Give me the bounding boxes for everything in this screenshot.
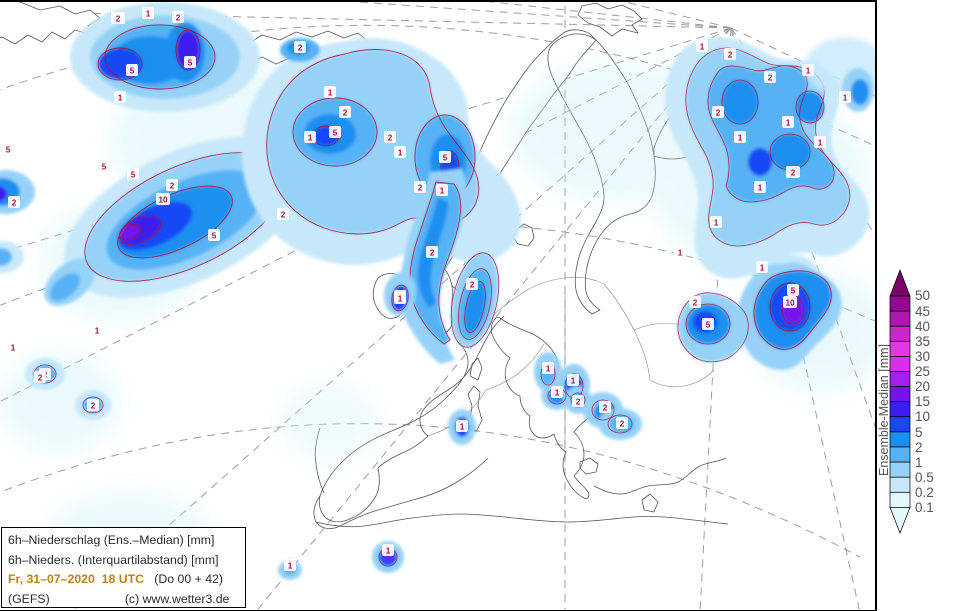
svg-text:1: 1 [760, 264, 765, 273]
svg-text:45: 45 [915, 304, 930, 319]
svg-text:2: 2 [470, 281, 475, 290]
svg-text:10: 10 [915, 409, 930, 424]
svg-text:2: 2 [791, 169, 796, 178]
svg-text:2: 2 [343, 109, 348, 118]
svg-text:1: 1 [555, 389, 560, 398]
svg-text:0.1: 0.1 [915, 500, 934, 515]
svg-text:1: 1 [786, 119, 791, 128]
svg-text:50: 50 [915, 288, 930, 303]
svg-text:2: 2 [728, 51, 733, 60]
svg-text:5: 5 [188, 59, 193, 68]
svg-text:0.2: 0.2 [915, 485, 934, 500]
svg-text:2: 2 [418, 184, 423, 193]
svg-text:1: 1 [546, 365, 551, 374]
svg-text:2: 2 [91, 402, 96, 411]
svg-text:2: 2 [693, 299, 698, 308]
svg-text:10: 10 [158, 196, 168, 205]
svg-text:1: 1 [915, 455, 923, 470]
svg-text:5: 5 [102, 163, 107, 172]
svg-text:5: 5 [130, 67, 135, 76]
svg-text:2: 2 [170, 182, 175, 191]
svg-text:40: 40 [915, 319, 930, 334]
svg-text:1: 1 [758, 184, 763, 193]
svg-text:2: 2 [298, 44, 303, 53]
svg-text:2: 2 [915, 440, 923, 455]
svg-text:0.5: 0.5 [915, 470, 934, 485]
svg-text:1: 1 [571, 377, 576, 386]
svg-text:1: 1 [460, 423, 465, 432]
svg-text:2: 2 [176, 14, 181, 23]
svg-text:1: 1 [398, 295, 403, 304]
svg-text:1: 1 [440, 187, 445, 196]
svg-text:20: 20 [915, 379, 930, 394]
svg-text:2: 2 [12, 199, 17, 208]
svg-text:1: 1 [146, 10, 151, 19]
svg-text:2: 2 [281, 211, 286, 220]
svg-text:5: 5 [333, 129, 338, 138]
svg-text:2: 2 [768, 74, 773, 83]
svg-text:1: 1 [288, 562, 293, 571]
svg-text:2: 2 [388, 134, 393, 143]
svg-text:Ensemble-Median [mm]: Ensemble-Median [mm] [877, 344, 891, 476]
svg-text:2: 2 [430, 249, 435, 258]
svg-text:5: 5 [131, 171, 136, 180]
svg-text:1: 1 [386, 547, 391, 556]
svg-text:2: 2 [620, 420, 625, 429]
svg-text:2: 2 [603, 404, 608, 413]
svg-text:1: 1 [308, 134, 313, 143]
svg-text:2: 2 [716, 109, 721, 118]
svg-text:25: 25 [915, 364, 930, 379]
svg-text:5: 5 [6, 146, 11, 155]
svg-text:1: 1 [328, 89, 333, 98]
svg-text:1: 1 [818, 139, 823, 148]
svg-text:1: 1 [118, 94, 123, 103]
svg-text:1: 1 [678, 249, 683, 258]
svg-text:1: 1 [714, 219, 719, 228]
svg-text:5: 5 [915, 425, 923, 440]
svg-text:5: 5 [791, 287, 796, 296]
svg-text:5: 5 [212, 232, 217, 241]
svg-text:2: 2 [116, 15, 121, 24]
svg-text:5: 5 [443, 154, 448, 163]
svg-text:1: 1 [95, 327, 100, 336]
svg-text:1: 1 [11, 344, 16, 353]
svg-text:1: 1 [700, 43, 705, 52]
svg-text:1: 1 [843, 94, 848, 103]
svg-text:1: 1 [806, 67, 811, 76]
svg-text:35: 35 [915, 334, 930, 349]
svg-text:30: 30 [915, 349, 930, 364]
svg-text:1: 1 [738, 134, 743, 143]
svg-text:2: 2 [38, 374, 43, 383]
svg-text:2: 2 [576, 398, 581, 407]
svg-text:1: 1 [398, 149, 403, 158]
svg-text:10: 10 [785, 299, 795, 308]
svg-text:5: 5 [706, 321, 711, 330]
svg-text:15: 15 [915, 394, 930, 409]
